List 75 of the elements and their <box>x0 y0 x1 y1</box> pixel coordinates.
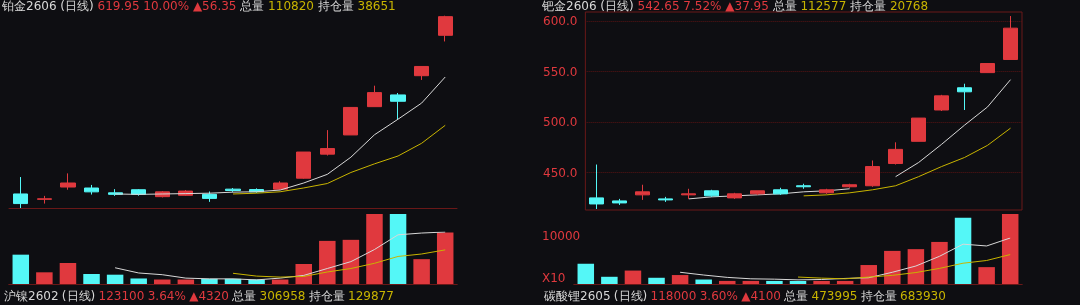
bar <box>931 241 948 284</box>
candlestick <box>819 188 834 195</box>
bar <box>766 280 783 284</box>
candlestick <box>704 189 719 198</box>
bar <box>836 280 854 284</box>
candlestick <box>131 188 146 197</box>
candlestick <box>842 183 857 189</box>
bar <box>36 272 53 284</box>
y-tick-label: 600.0 <box>542 14 578 29</box>
bar <box>884 250 901 284</box>
bar <box>789 280 807 284</box>
candlestick <box>681 188 696 200</box>
candlestick <box>60 172 76 191</box>
y-tick-label: 500.0 <box>542 115 578 130</box>
candlestick <box>957 83 972 111</box>
candlestick <box>202 190 217 203</box>
candlestick <box>438 15 453 42</box>
candlestick <box>390 92 406 120</box>
bar <box>389 214 407 284</box>
bar <box>436 232 454 284</box>
bar <box>106 274 124 284</box>
bar <box>624 270 642 284</box>
candlestick <box>589 164 604 210</box>
candlestick <box>888 141 903 166</box>
candlestick <box>84 184 99 196</box>
bar <box>342 239 360 284</box>
candlestick <box>658 196 673 203</box>
candlestick <box>37 195 52 205</box>
bar <box>954 217 972 284</box>
bar <box>413 259 430 284</box>
bar <box>366 214 383 284</box>
candlestick <box>13 176 28 209</box>
candlestick <box>320 129 335 156</box>
candlestick <box>934 94 949 112</box>
text: 碳酸锂2605 (日线) 118000 3.60% ▲4100 总量 473995 持仓量 683930 <box>544 289 946 303</box>
y-tick-label: 450.0 <box>542 165 578 180</box>
candlestick <box>1003 15 1018 60</box>
bar <box>1001 214 1019 284</box>
line-series <box>803 127 1012 197</box>
bar <box>978 267 995 284</box>
candlestick <box>612 198 627 206</box>
candlestick <box>343 106 358 136</box>
bar <box>154 279 171 284</box>
bar <box>695 279 712 284</box>
chart-title: 钯金2606 (日线) 542.65 7.52% ▲37.95 总量 112577 持仓量 20768 <box>542 0 929 13</box>
bar <box>601 276 618 284</box>
bar <box>12 254 30 284</box>
candlestick <box>796 183 811 190</box>
bar <box>59 263 77 284</box>
bar <box>648 277 665 284</box>
annotation: 10000 <box>542 229 581 243</box>
bar <box>719 280 736 284</box>
candlestick <box>773 187 788 196</box>
bar <box>319 240 336 284</box>
candlestick <box>635 184 650 201</box>
bar <box>742 280 760 284</box>
bar <box>907 249 925 284</box>
text: X10 <box>542 271 566 285</box>
candlestick <box>750 190 765 196</box>
text: 沪镍2602 (日线) 123100 3.64% ▲4320 总量 306958 持仓量 129877 <box>4 289 394 303</box>
candlestick <box>727 192 742 200</box>
candlestick <box>865 160 880 188</box>
candlestick <box>367 85 382 108</box>
chart-title: 铂金2606 (日线) 619.95 10.00% ▲56.35 总量 110820 持仓量 38651 <box>2 0 396 13</box>
bar <box>130 278 147 284</box>
candlestick <box>414 65 429 81</box>
y-tick-label: 550.0 <box>542 64 578 79</box>
candlestick <box>911 117 926 142</box>
bar <box>83 273 100 284</box>
bar <box>813 280 830 284</box>
candlestick <box>296 151 311 180</box>
bar <box>577 263 595 284</box>
bar <box>860 265 877 284</box>
bar <box>671 275 689 284</box>
candlestick <box>980 63 995 74</box>
